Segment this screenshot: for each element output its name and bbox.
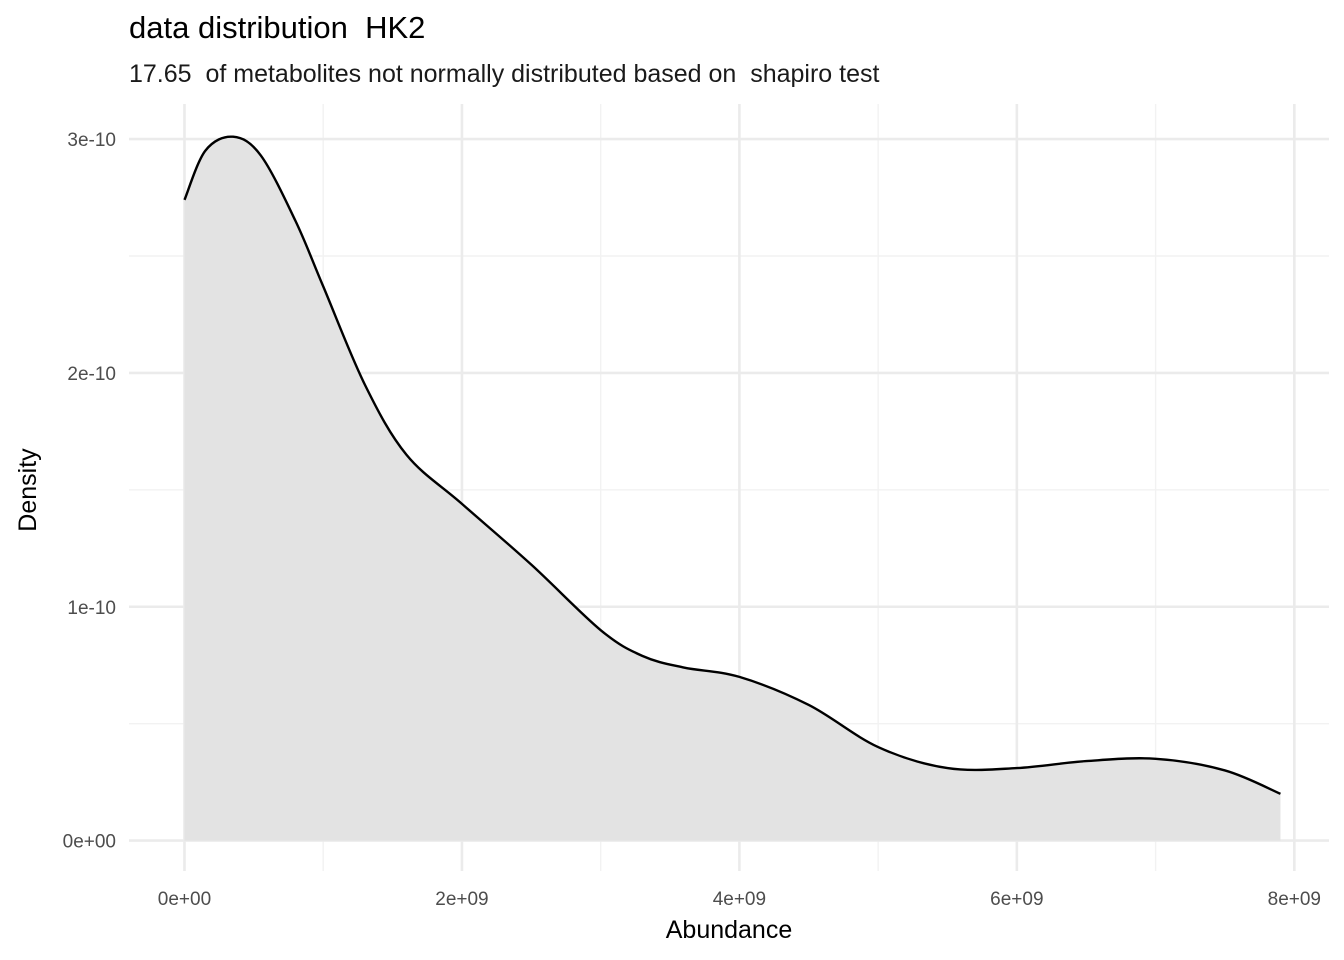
x-tick-labels: 0e+00 2e+09 4e+09 6e+09 8e+09 xyxy=(158,889,1321,910)
density-area xyxy=(184,136,1281,841)
x-tick-label: 2e+09 xyxy=(435,889,488,910)
x-tick-label: 8e+09 xyxy=(1268,889,1321,910)
y-tick-labels: 0e+00 1e-10 2e-10 3e-10 xyxy=(63,130,116,853)
y-tick-label: 1e-10 xyxy=(67,598,116,619)
x-tick-label: 4e+09 xyxy=(713,889,766,910)
y-tick-label: 0e+00 xyxy=(63,832,116,853)
chart-subtitle: 17.65 of metabolites not normally distri… xyxy=(129,60,880,88)
x-tick-label: 6e+09 xyxy=(990,889,1043,910)
y-axis-title: Density xyxy=(14,448,42,532)
y-tick-label: 3e-10 xyxy=(67,130,116,151)
y-tick-label: 2e-10 xyxy=(67,364,116,385)
x-axis-title: Abundance xyxy=(666,916,793,944)
x-tick-label: 0e+00 xyxy=(158,889,211,910)
density-line xyxy=(183,135,1281,795)
chart-title: data distribution HK2 xyxy=(129,10,426,45)
